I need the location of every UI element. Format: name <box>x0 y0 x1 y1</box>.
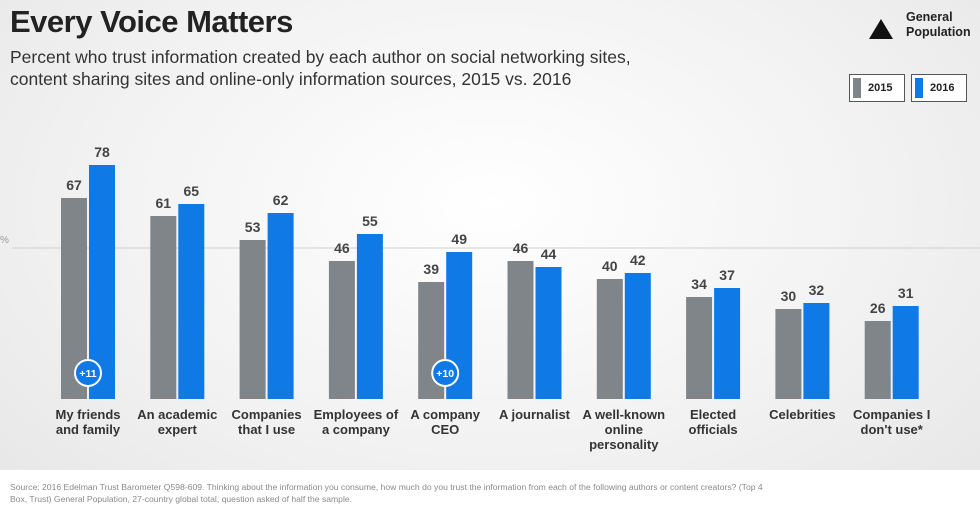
triangle-icon <box>869 19 893 39</box>
reference-line-label: % <box>0 235 9 246</box>
data-label-2015-employees-of-a-company: 46 <box>334 240 350 256</box>
data-label-2016-celebrities: 32 <box>809 282 825 298</box>
bar-2016-my-friends-and-family <box>89 165 115 399</box>
bar-2015-companies-that-i-use <box>239 240 266 399</box>
legend-label-2015: 2015 <box>868 82 893 94</box>
category-label-celebrities: Celebrities <box>769 407 835 422</box>
category-label-a-company-ceo-line-1: A company <box>410 407 480 422</box>
data-label-2015-a-well-known-online-personality: 40 <box>602 258 618 274</box>
bar-2016-companies-that-i-use <box>267 213 294 399</box>
change-badge-circle-4 <box>431 359 460 387</box>
category-label-an-academic-expert-line-2: expert <box>158 422 198 437</box>
category-label-elected-officials-line-2: officials <box>689 422 738 437</box>
data-label-2015-companies-that-i-use: 53 <box>245 219 261 235</box>
category-label-employees-of-a-company-line-1: Employees of <box>314 407 399 422</box>
category-label-companies-that-i-use-line-2: that I use <box>238 422 295 437</box>
bar-2015-employees-of-a-company <box>328 261 355 399</box>
category-label-an-academic-expert-line-1: An academic <box>137 407 217 422</box>
bar-2016-celebrities <box>803 303 830 399</box>
page-title: Every Voice Matters <box>10 4 293 39</box>
data-label-2016-a-well-known-online-personality: 42 <box>630 252 646 268</box>
data-label-2016-an-academic-expert: 65 <box>184 183 200 199</box>
bar-2015-companies-i-don-t-use <box>864 321 891 399</box>
category-label-a-journalist: A journalist <box>499 407 571 422</box>
data-label-2015-my-friends-and-family: 67 <box>66 177 82 193</box>
change-badge-circle-0 <box>74 359 102 387</box>
bar-2015-elected-officials <box>686 297 713 399</box>
category-label-companies-i-don-t-use-line-2: don't use* <box>861 422 924 437</box>
general-population-label: General Population <box>906 10 971 39</box>
data-label-2016-elected-officials: 37 <box>719 267 735 283</box>
legend-item-2015: 2015 <box>849 74 905 102</box>
category-label-companies-i-don-t-use-line-1: Companies I <box>853 407 930 422</box>
bar-2016-a-journalist <box>535 267 562 399</box>
bar-2015-celebrities <box>775 309 802 399</box>
chart-subtitle: Percent who trust information created by… <box>10 47 631 89</box>
bar-2016-employees-of-a-company <box>356 234 383 399</box>
change-badge-label-4: +10 <box>436 368 454 380</box>
legend-swatch-2015 <box>853 78 861 98</box>
category-label-a-company-ceo-line-2: CEO <box>431 422 459 437</box>
category-label-companies-that-i-use-line-1: Companies <box>232 407 302 422</box>
legend-label-2016: 2016 <box>930 82 955 94</box>
data-label-2015-a-journalist: 46 <box>513 240 529 256</box>
data-label-2015-a-company-ceo: 39 <box>423 261 439 277</box>
bar-2016-a-well-known-online-personality <box>624 273 651 399</box>
category-label-employees-of-a-company-line-2: a company <box>322 422 391 437</box>
data-label-2016-companies-i-don-t-use: 31 <box>898 285 914 301</box>
data-label-2015-an-academic-expert: 61 <box>156 195 172 211</box>
data-label-2015-celebrities: 30 <box>781 288 797 304</box>
bar-2015-an-academic-expert <box>150 216 177 399</box>
data-label-2016-a-company-ceo: 49 <box>451 231 467 247</box>
source-footnote: Source: 2016 Edelman Trust Barometer Q59… <box>10 482 763 504</box>
category-label-a-well-known-online-personality-line-1: A well-known <box>583 407 666 422</box>
category-label-elected-officials-line-1: Elected <box>690 407 736 422</box>
category-label-my-friends-and-family-line-2: and family <box>56 422 121 437</box>
bar-2016-companies-i-don-t-use <box>892 306 919 399</box>
footer-band <box>0 470 980 510</box>
bar-2015-a-well-known-online-personality <box>596 279 623 399</box>
bar-2016-an-academic-expert <box>178 204 205 399</box>
data-label-2015-companies-i-don-t-use: 26 <box>870 300 886 316</box>
category-label-a-well-known-online-personality-line-2: online <box>605 422 643 437</box>
data-label-2016-employees-of-a-company: 55 <box>362 213 378 229</box>
legend-swatch-2016 <box>915 78 923 98</box>
legend-item-2016: 2016 <box>911 74 967 102</box>
bar-2016-elected-officials <box>714 288 741 399</box>
change-badge-label-0: +11 <box>79 368 96 380</box>
data-label-2015-elected-officials: 34 <box>691 276 707 292</box>
data-label-2016-companies-that-i-use: 62 <box>273 192 289 208</box>
bar-2015-a-journalist <box>507 261 534 399</box>
data-label-2016-a-journalist: 44 <box>541 246 557 262</box>
category-label-my-friends-and-family-line-1: My friends <box>55 407 120 422</box>
category-label-a-well-known-online-personality-line-3: personality <box>589 437 659 452</box>
data-label-2016-my-friends-and-family: 78 <box>94 144 110 160</box>
